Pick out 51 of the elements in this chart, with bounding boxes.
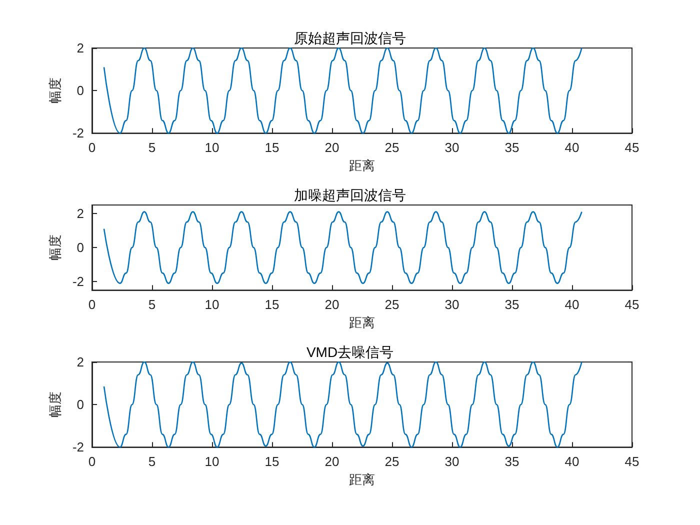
x-tick-label: 35 [504,140,520,156]
x-tick-label: 10 [204,454,220,470]
x-tick-label: 45 [624,140,640,156]
chart-title: 原始超声回波信号 [294,30,406,46]
x-tick-label: 45 [624,297,640,312]
x-tick-label: 20 [324,140,340,156]
x-tick-label: 40 [564,140,580,156]
x-tick-label: 25 [384,454,400,470]
x-tick-label: 25 [384,140,400,156]
chart-title: 加噪超声回波信号 [294,187,406,203]
x-axis-title: 距离 [349,315,375,330]
y-tick-label: 2 [76,206,84,222]
x-tick-label: 35 [504,297,520,312]
x-tick-label: 0 [88,454,96,470]
x-tick-label: 45 [624,454,640,470]
y-axis-title: 幅度 [48,78,63,104]
y-tick-label: 2 [76,40,84,56]
x-tick-label: 30 [444,454,460,470]
chart-title: VMD去噪信号 [306,344,394,360]
y-axis-title: 幅度 [48,234,63,261]
x-tick-label: 40 [564,297,580,312]
x-axis-title: 距离 [349,472,375,487]
y-tick-label: 0 [76,240,84,256]
x-tick-label: 5 [148,297,156,312]
y-tick-label: 2 [76,354,84,370]
x-tick-label: 25 [384,297,400,312]
x-tick-label: 15 [264,140,280,156]
x-tick-label: 10 [204,140,220,156]
x-tick-label: 10 [204,297,220,312]
x-tick-label: 30 [444,140,460,156]
line-series [103,361,582,448]
x-tick-label: 0 [88,297,96,312]
y-tick-label: -2 [72,440,84,455]
x-tick-label: 30 [444,297,460,312]
x-tick-label: 35 [504,454,520,470]
x-axis-title: 距离 [349,158,375,173]
x-tick-label: 5 [148,454,156,470]
x-tick-label: 20 [324,297,340,312]
x-tick-label: 15 [264,297,280,312]
y-tick-label: 0 [76,397,84,412]
x-tick-label: 15 [264,454,280,470]
x-tick-label: 5 [148,140,156,156]
line-series [103,47,582,134]
line-series [103,211,582,284]
y-tick-label: -2 [72,126,84,141]
y-tick-label: 0 [76,83,84,98]
y-tick-label: -2 [72,274,84,290]
x-tick-label: 40 [564,454,580,470]
x-tick-label: 0 [88,140,96,156]
x-tick-label: 20 [324,454,340,470]
y-axis-title: 幅度 [48,392,63,418]
